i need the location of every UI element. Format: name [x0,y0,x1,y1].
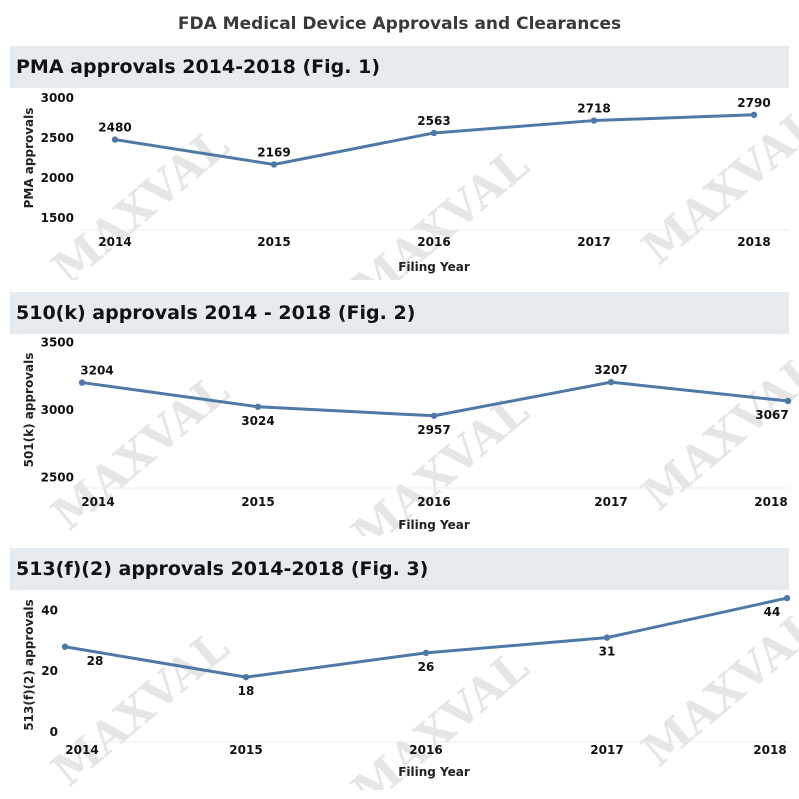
x-tick-label: 2016 [417,235,450,249]
y-tick-label: 3500 [41,336,74,350]
x-tick-label: 2017 [577,235,610,249]
data-point [78,379,86,386]
data-label: 3207 [594,363,627,377]
x-tick-label: 2014 [65,743,98,757]
x-tick-label: 2015 [257,235,290,249]
page-title: FDA Medical Device Approvals and Clearan… [177,14,622,34]
x-tick-label: 2015 [241,495,274,509]
y-tick-label: 40 [41,603,58,617]
data-point [254,403,262,410]
x-tick-label: 2018 [753,743,786,757]
y-tick-label: 2000 [41,171,74,185]
y-tick-label: 0 [50,725,58,739]
data-label: 2563 [417,114,450,128]
x-tick-label: 2018 [737,235,770,249]
x-tick-label: 2016 [409,743,442,757]
data-label: 44 [764,605,781,619]
chart-title: PMA approvals 2014-2018 (Fig. 1) [10,46,789,88]
data-point [61,643,69,650]
watermark-text: MAXVAL [43,621,239,790]
y-tick-label: 2500 [41,470,74,484]
data-label: 2957 [417,423,450,437]
data-point [607,378,615,386]
data-point [430,129,438,137]
y-axis-title: 513(f)(2) approvals [22,599,36,730]
data-label: 2480 [98,121,131,135]
y-tick-label: 1500 [41,211,74,225]
data-label: 26 [418,660,435,674]
x-tick-label: 2016 [417,495,450,509]
data-point [750,111,758,118]
data-label: 3204 [80,364,113,378]
y-tick-label: 3000 [41,91,74,105]
y-tick-label: 2500 [41,131,74,145]
data-point [784,397,792,405]
x-axis-title: Filing Year [398,765,470,779]
data-point [783,594,791,602]
data-label: 2790 [737,96,770,110]
watermark-text: MAXVAL [343,385,539,536]
chart-title: 513(f)(2) approvals 2014-2018 (Fig. 3) [10,548,789,590]
watermark-text: MAXVAL [633,99,799,275]
data-point [422,649,430,657]
x-tick-label: 2018 [754,495,787,509]
x-tick-label: 2014 [98,235,131,249]
y-tick-label: 3000 [41,403,74,417]
x-axis-title: Filing Year [398,518,470,532]
data-point [430,412,438,419]
data-point [270,161,278,168]
x-axis-title: Filing Year [398,260,470,274]
data-point [111,136,119,143]
watermark-text: MAXVAL [343,139,539,280]
data-label: 31 [599,645,616,659]
x-tick-label: 2014 [81,495,114,509]
data-label: 18 [238,684,255,698]
data-point [242,673,250,681]
x-tick-label: 2017 [590,743,623,757]
data-point [590,117,598,124]
x-tick-label: 2015 [229,743,262,757]
y-axis-title: 501(k) approvals [22,353,36,468]
y-axis-title: PMA approvals [22,108,36,209]
data-label: 2718 [577,102,610,116]
y-tick-label: 20 [41,664,58,678]
data-point [603,634,611,641]
data-label: 2169 [257,145,290,159]
data-label: 3024 [241,414,274,428]
x-tick-label: 2017 [594,495,627,509]
data-label: 28 [87,654,104,668]
chart-title: 510(k) approvals 2014 - 2018 (Fig. 2) [10,292,789,334]
data-label: 3067 [755,408,788,422]
